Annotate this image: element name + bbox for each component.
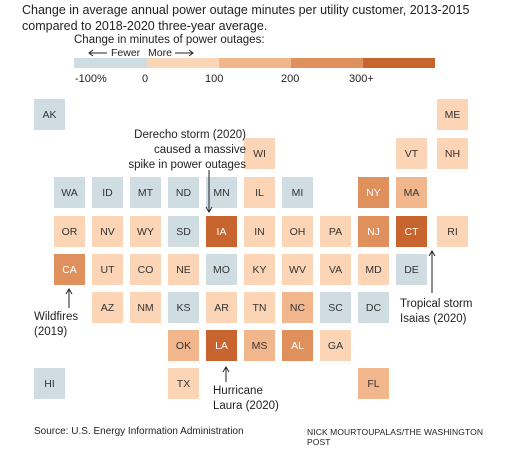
right-arrow-icon bbox=[175, 49, 194, 57]
credit-line: NICK MOURTOUPALAS/THE WASHINGTON POST bbox=[307, 427, 484, 447]
wildfires-leader-line bbox=[65, 288, 73, 308]
state-tile-ne: NE bbox=[168, 254, 199, 285]
state-tile-nd: ND bbox=[168, 177, 199, 208]
state-tile-va: VA bbox=[320, 254, 351, 285]
state-tile-nm: NM bbox=[130, 292, 161, 323]
state-tile-or: OR bbox=[54, 216, 85, 247]
state-tile-ny: NY bbox=[358, 177, 389, 208]
state-tile-wa: WA bbox=[54, 177, 85, 208]
legend-swatch-light bbox=[219, 58, 291, 68]
legend-fewer-label: Fewer bbox=[111, 47, 141, 59]
state-tile-de: DE bbox=[396, 254, 427, 285]
state-tile-tx: TX bbox=[168, 368, 199, 399]
state-tile-hi: HI bbox=[34, 368, 65, 399]
legend-swatch-dark bbox=[363, 58, 435, 68]
legend-more-label: More bbox=[148, 47, 172, 59]
state-tile-nc: NC bbox=[282, 292, 313, 323]
state-tile-nh: NH bbox=[437, 138, 468, 169]
isaias-annotation: Tropical storm Isaias (2020) bbox=[400, 298, 473, 325]
state-tile-ky: KY bbox=[244, 254, 275, 285]
legend-tick: 100 bbox=[205, 73, 224, 85]
state-tile-ri: RI bbox=[437, 216, 468, 247]
state-tile-nv: NV bbox=[92, 216, 123, 247]
state-tile-ms: MS bbox=[244, 330, 275, 361]
left-arrow-icon bbox=[88, 49, 107, 57]
state-tile-me: ME bbox=[437, 99, 468, 130]
state-tile-ga: GA bbox=[320, 330, 351, 361]
state-tile-sc: SC bbox=[320, 292, 351, 323]
legend-tick: 300+ bbox=[349, 73, 374, 85]
state-tile-mn: MN bbox=[206, 177, 237, 208]
state-tile-co: CO bbox=[130, 254, 161, 285]
legend-swatch-mid bbox=[291, 58, 363, 68]
state-tile-md: MD bbox=[358, 254, 389, 285]
state-tile-ct: CT bbox=[396, 216, 427, 247]
state-tile-ca: CA bbox=[54, 254, 85, 285]
derecho-annotation: Derecho storm (2020) caused a massive sp… bbox=[128, 129, 246, 171]
legend-tick: 0 bbox=[142, 73, 149, 85]
state-tile-al: AL bbox=[282, 330, 313, 361]
state-tile-vt: VT bbox=[396, 138, 427, 169]
state-tile-ar: AR bbox=[206, 292, 237, 323]
legend-title: Change in minutes of power outages: bbox=[74, 34, 265, 46]
state-tile-mi: MI bbox=[282, 177, 313, 208]
state-tile-in: IN bbox=[244, 216, 275, 247]
state-tile-id: ID bbox=[92, 177, 123, 208]
state-tile-oh: OH bbox=[282, 216, 313, 247]
state-tile-pa: PA bbox=[320, 216, 351, 247]
laura-annotation: Hurricane Laura (2020) bbox=[213, 385, 279, 412]
state-tile-la: LA bbox=[206, 330, 237, 361]
state-tile-ut: UT bbox=[92, 254, 123, 285]
state-tile-wi: WI bbox=[244, 138, 275, 169]
state-tile-mo: MO bbox=[206, 254, 237, 285]
state-tile-wy: WY bbox=[130, 216, 161, 247]
wildfires-annotation: Wildfires (2019) bbox=[34, 311, 79, 338]
state-tile-nj: NJ bbox=[358, 216, 389, 247]
legend-tick: 200 bbox=[281, 73, 300, 85]
state-tile-ma: MA bbox=[396, 177, 427, 208]
state-tile-az: AZ bbox=[92, 292, 123, 323]
legend-swatch-pale bbox=[147, 58, 219, 68]
laura-leader-line bbox=[222, 366, 230, 382]
state-tile-wv: WV bbox=[282, 254, 313, 285]
chart-subtitle: Change in average annual power outage mi… bbox=[22, 3, 470, 33]
state-tile-ak: AK bbox=[34, 99, 65, 130]
state-tile-ks: KS bbox=[168, 292, 199, 323]
legend-tick: -100% bbox=[75, 73, 107, 85]
state-tile-mt: MT bbox=[130, 177, 161, 208]
state-tile-tn: TN bbox=[244, 292, 275, 323]
state-tile-ia: IA bbox=[206, 216, 237, 247]
legend-swatch-blue bbox=[74, 58, 147, 68]
state-tile-sd: SD bbox=[168, 216, 199, 247]
source-note: Source: U.S. Energy Information Administ… bbox=[34, 426, 244, 437]
state-tile-dc: DC bbox=[358, 292, 389, 323]
state-tile-ok: OK bbox=[168, 330, 199, 361]
state-tile-fl: FL bbox=[358, 368, 389, 399]
isaias-leader-line bbox=[428, 250, 436, 293]
state-tile-il: IL bbox=[244, 177, 275, 208]
